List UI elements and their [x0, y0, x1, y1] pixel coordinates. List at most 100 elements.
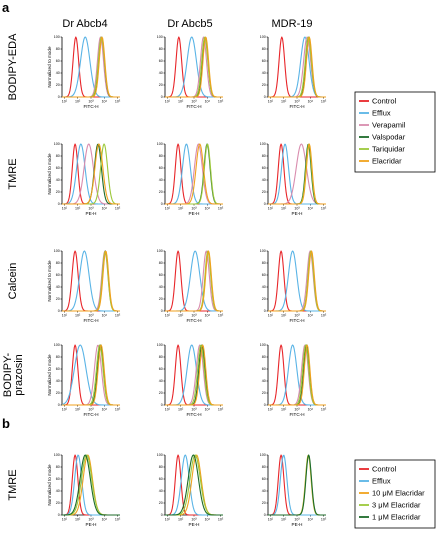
histogram-curve	[62, 143, 120, 205]
x-tick-label: 10²	[178, 99, 184, 103]
histogram-plot: 0 20 40 60 80 100 10¹ 10² 10³ 10⁴ 10⁵ PE-H Normalize…	[47, 142, 121, 216]
plot-grid: 0 20 40 60 80 100 10¹ 10² 10³ 10⁴ 10⁵ FITC-H Normali…	[47, 35, 327, 527]
y-tick-label: 80	[56, 261, 60, 265]
panel-letter-a: a	[2, 0, 10, 15]
legend-entry: Elacridar	[372, 157, 402, 166]
y-tick-label: 40	[262, 285, 266, 289]
y-tick-label: 40	[159, 71, 163, 75]
x-tick-label: 10³	[191, 313, 197, 317]
x-tick-label: 10³	[294, 313, 300, 317]
x-tick-label: 10³	[88, 99, 94, 103]
y-tick-label: 100	[157, 142, 163, 146]
x-tick-label: 10⁵	[321, 206, 327, 210]
x-tick-label: 10⁴	[205, 313, 211, 317]
y-tick-label: 100	[157, 343, 163, 347]
y-tick-label: 100	[157, 453, 163, 457]
y-tick-label: 20	[56, 391, 60, 395]
histogram-plot: 0 20 40 60 80 100 10¹ 10² 10³ 10⁴ 10⁵ PE-H	[157, 453, 224, 527]
legend-entry: 10 μM Elacridar	[372, 489, 425, 498]
y-tick-label: 20	[159, 297, 163, 301]
y-tick-label: 20	[262, 83, 266, 87]
x-tick-label: 10⁵	[218, 407, 224, 411]
histogram-curve	[165, 250, 223, 312]
legend-entry: 1 μM Elacridar	[372, 513, 421, 522]
x-tick-label: 10²	[178, 407, 184, 411]
histogram-curve	[165, 344, 223, 406]
y-tick-label: 60	[159, 166, 163, 170]
x-tick-label: 10²	[281, 313, 287, 317]
y-tick-label: 100	[157, 35, 163, 39]
y-tick-label: 0	[58, 202, 60, 206]
y-tick-label: 80	[159, 154, 163, 158]
y-tick-label: 0	[264, 202, 266, 206]
histogram-curve	[268, 454, 326, 516]
x-axis-label: PE-H	[86, 211, 97, 216]
x-tick-label: 10⁴	[102, 206, 108, 210]
histogram-plot: 0 20 40 60 80 100 10¹ 10² 10³ 10⁴ 10⁵ FITC-H	[157, 343, 224, 417]
x-tick-label: 10⁴	[102, 313, 108, 317]
y-tick-label: 0	[58, 403, 60, 407]
x-tick-label: 10¹	[165, 313, 171, 317]
x-tick-label: 10²	[281, 99, 287, 103]
x-tick-label: 10⁵	[218, 206, 224, 210]
y-tick-label: 80	[56, 355, 60, 359]
y-tick-label: 0	[58, 309, 60, 313]
x-tick-label: 10⁵	[218, 313, 224, 317]
y-axis-label: Normalized to mode	[47, 153, 52, 195]
y-tick-label: 0	[161, 309, 163, 313]
histogram-plot: 0 20 40 60 80 100 10¹ 10² 10³ 10⁴ 10⁵ FITC-H Normali…	[47, 343, 121, 417]
y-tick-label: 80	[159, 47, 163, 51]
legend: Control Efflux 10 μM Elacridar 3 μM Elacrid…	[354, 459, 436, 529]
legend-entry: Efflux	[372, 477, 391, 486]
x-tick-label: 10⁵	[321, 99, 327, 103]
y-tick-label: 0	[58, 513, 60, 517]
y-tick-label: 40	[56, 178, 60, 182]
x-tick-label: 10³	[191, 407, 197, 411]
x-axis-label: PE-H	[292, 522, 303, 527]
y-tick-label: 60	[262, 166, 266, 170]
y-tick-label: 80	[56, 47, 60, 51]
histogram-curve	[268, 250, 326, 312]
histogram-plot: 0 20 40 60 80 100 10¹ 10² 10³ 10⁴ 10⁵ FITC-H	[260, 249, 327, 323]
y-tick-label: 80	[159, 261, 163, 265]
x-axis-label: FITC-H	[186, 412, 201, 417]
x-axis-label: FITC-H	[289, 318, 304, 323]
histogram-curve	[268, 454, 326, 516]
x-tick-label: 10³	[294, 99, 300, 103]
histogram-plot: 0 20 40 60 80 100 10¹ 10² 10³ 10⁴ 10⁵ PE-H	[157, 142, 224, 216]
x-tick-label: 10⁵	[115, 99, 121, 103]
y-tick-label: 20	[56, 297, 60, 301]
y-tick-label: 20	[159, 501, 163, 505]
histogram-curve	[62, 344, 120, 406]
y-tick-label: 60	[56, 59, 60, 63]
x-tick-label: 10¹	[268, 99, 274, 103]
row-label: BODIPY-	[2, 353, 14, 398]
x-tick-label: 10⁵	[115, 206, 121, 210]
histogram-curve	[268, 143, 326, 205]
histogram-curve	[268, 143, 326, 205]
y-tick-label: 0	[161, 95, 163, 99]
x-tick-label: 10¹	[62, 206, 68, 210]
histogram-curve	[268, 454, 326, 516]
y-tick-label: 100	[260, 453, 266, 457]
x-tick-label: 10³	[191, 99, 197, 103]
x-tick-label: 10¹	[62, 407, 68, 411]
legend-entry: Tariquidar	[372, 145, 405, 154]
legend-entry: Verapamil	[372, 121, 406, 130]
column-title: Dr Abcb4	[62, 18, 107, 30]
y-tick-label: 0	[264, 513, 266, 517]
y-tick-label: 40	[159, 489, 163, 493]
legend-entry: Control	[372, 465, 397, 474]
x-tick-label: 10⁵	[321, 517, 327, 521]
y-tick-label: 40	[262, 379, 266, 383]
y-axis-label: Normalized to mode	[47, 46, 52, 88]
x-tick-label: 10¹	[268, 517, 274, 521]
histogram-plot: 0 20 40 60 80 100 10¹ 10² 10³ 10⁴ 10⁵ PE-H Normalize…	[47, 453, 121, 527]
x-axis-label: FITC-H	[83, 318, 98, 323]
x-tick-label: 10²	[281, 407, 287, 411]
x-tick-label: 10⁴	[102, 517, 108, 521]
histogram-curve	[268, 143, 326, 205]
y-tick-label: 100	[54, 249, 60, 253]
x-tick-label: 10²	[178, 517, 184, 521]
